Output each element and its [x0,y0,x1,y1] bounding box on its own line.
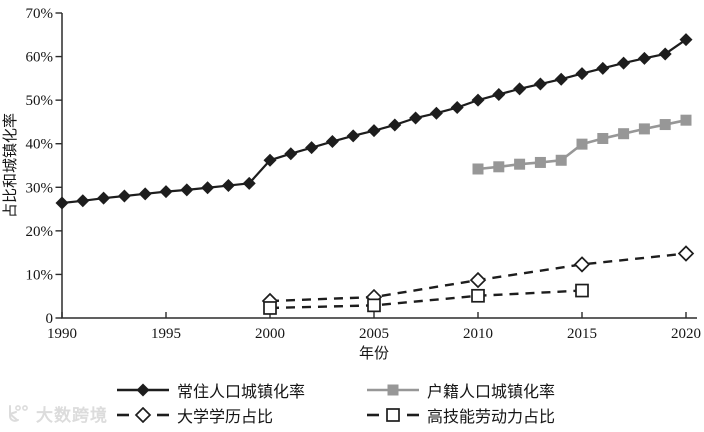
svg-text:70%: 70% [26,6,54,22]
legend-marker-open-diamond-icon [117,407,169,423]
svg-text:10%: 10% [26,267,54,283]
svg-text:2015: 2015 [567,326,597,342]
watermark-text: 大数跨境 [36,406,108,425]
svg-text:50%: 50% [26,93,54,109]
svg-text:2020: 2020 [671,326,701,342]
svg-text:年份: 年份 [359,345,389,362]
svg-text:0: 0 [46,311,54,327]
watermark: 大数跨境 [6,401,108,426]
legend-item-hukou-urbanization: 户籍人口城镇化率 [366,378,555,402]
legend-marker-filled-square-icon [367,384,419,396]
svg-text:占比和城镇化率: 占比和城镇化率 [2,113,19,218]
svg-text:30%: 30% [26,180,54,196]
legend-label: 常住人口城镇化率 [177,384,306,401]
legend-marker-filled-diamond-icon [117,383,169,397]
svg-text:2010: 2010 [463,326,493,342]
watermark-logo-icon [9,404,28,422]
legend-label: 户籍人口城镇化率 [427,384,556,401]
legend-marker-open-square-icon [367,408,419,422]
svg-text:60%: 60% [26,50,54,66]
svg-text:2000: 2000 [255,326,285,342]
svg-text:40%: 40% [26,137,54,153]
svg-text:1995: 1995 [151,326,181,342]
urbanization-line-chart: 0 10% 20% 30% 40% 50% 60% 70% 1990 1995 2000 2005 20… [2,6,701,362]
legend-label: 大学学历占比 [177,409,274,426]
legend-item-skilled-labor-share: 高技能劳动力占比 [366,403,555,427]
legend-item-resident-urbanization: 常住人口城镇化率 [116,378,305,402]
svg-text:1990: 1990 [47,326,77,342]
svg-text:2005: 2005 [359,326,389,342]
legend-item-college-share: 大学学历占比 [116,403,273,427]
svg-text:20%: 20% [26,224,54,240]
legend-label: 高技能劳动力占比 [427,409,556,426]
